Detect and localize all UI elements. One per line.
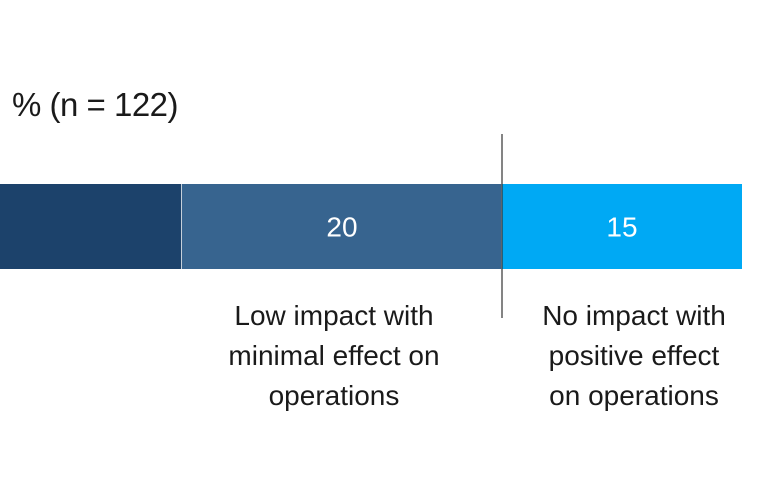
value-label-group: 20 15: [326, 212, 637, 243]
segment-label-line: on operations: [549, 380, 719, 411]
bar-segment-1: [182, 184, 502, 269]
segment-label-line: operations: [268, 380, 400, 411]
segment-label-line: Low impact with: [234, 300, 434, 331]
bar-group: [0, 184, 742, 269]
segment-label-line: No impact with: [542, 300, 726, 331]
segment-label-line: positive effect: [548, 340, 720, 371]
segment-label-line: minimal effect on: [228, 340, 440, 371]
unit-label: % (n = 122): [12, 86, 179, 123]
bar-value-label: 15: [606, 212, 637, 243]
bar-value-label: 20: [326, 212, 357, 243]
segment-label-low-impact: Low impact with minimal effect on operat…: [214, 296, 454, 416]
segment-label-no-impact: No impact with positive effect on operat…: [520, 296, 748, 416]
bar-segment-0: [0, 184, 182, 269]
bar-segment-2: [502, 184, 742, 269]
